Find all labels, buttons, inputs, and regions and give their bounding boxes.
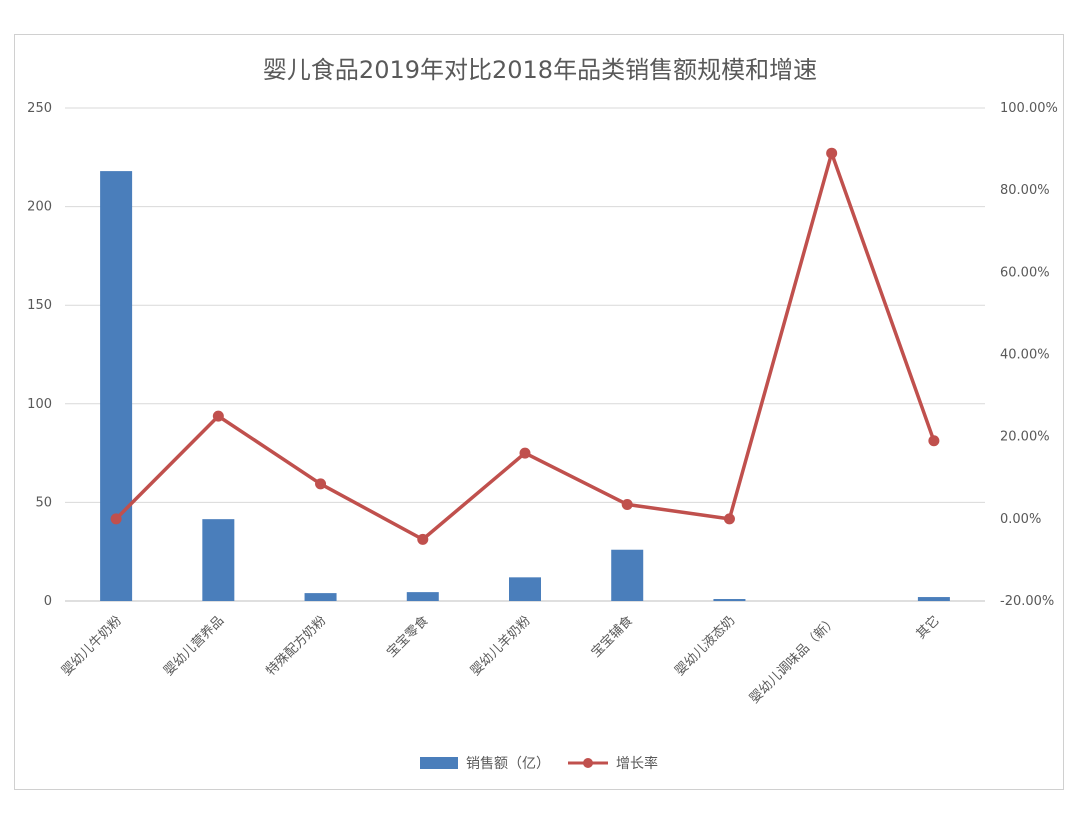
left-axis-ticks: 0 50 100 150 200 250 xyxy=(27,101,52,609)
right-axis-ticks: -20.00% 0.00% 20.00% 40.00% 60.00% 80.00% 100.… xyxy=(1000,101,1058,609)
legend-bar-label: 销售额（亿） xyxy=(466,756,550,772)
bar xyxy=(202,519,235,601)
right-tick-label: 20.00% xyxy=(1000,430,1050,445)
line-point xyxy=(723,513,735,525)
line-series xyxy=(110,147,940,545)
line-point xyxy=(826,147,838,159)
right-tick-label: 0.00% xyxy=(1000,512,1041,527)
left-tick-label: 100 xyxy=(27,397,52,412)
category-labels: 婴幼儿牛奶粉 婴幼儿营养品 特殊配方奶粉 宝宝零食 婴幼儿羊奶粉 宝宝辅食 婴幼儿液态奶 婴幼… xyxy=(59,613,943,707)
right-tick-label: 40.00% xyxy=(1000,348,1050,363)
category-label: 婴幼儿调味品（新） xyxy=(746,613,840,707)
right-tick-label: 100.00% xyxy=(1000,101,1058,116)
bar xyxy=(917,597,950,601)
bar xyxy=(304,593,337,601)
chart-title: 婴儿食品2019年对比2018年品类销售额规模和增速 xyxy=(262,56,818,84)
chart-frame xyxy=(14,34,1064,790)
left-tick-label: 0 xyxy=(44,594,52,609)
category-label: 其它 xyxy=(913,613,943,643)
category-label: 婴幼儿液态奶 xyxy=(673,613,739,679)
bar xyxy=(100,171,133,601)
right-tick-label: -20.00% xyxy=(1000,594,1054,609)
bar xyxy=(713,599,746,601)
category-label: 宝宝零食 xyxy=(384,613,432,661)
bar xyxy=(509,577,541,601)
legend-line-marker xyxy=(583,758,593,768)
left-tick-label: 150 xyxy=(27,298,52,313)
left-tick-label: 200 xyxy=(27,200,52,215)
line-point xyxy=(417,533,429,545)
growth-line xyxy=(114,151,936,542)
right-tick-label: 60.00% xyxy=(1000,265,1050,280)
line-point xyxy=(212,410,224,422)
category-label: 特殊配方奶粉 xyxy=(263,613,329,679)
left-tick-label: 250 xyxy=(27,101,52,116)
line-point xyxy=(315,478,327,490)
bar xyxy=(611,549,644,601)
category-label: 婴幼儿牛奶粉 xyxy=(59,613,125,679)
line-point xyxy=(621,498,633,510)
category-label: 婴幼儿羊奶粉 xyxy=(467,613,533,679)
line-point xyxy=(110,513,122,525)
left-tick-label: 50 xyxy=(35,495,52,510)
legend-bar-swatch xyxy=(420,757,458,769)
bar xyxy=(406,592,439,601)
line-point xyxy=(928,435,940,447)
category-label: 宝宝辅食 xyxy=(588,613,636,661)
line-point xyxy=(519,447,531,459)
legend-line-label: 增长率 xyxy=(616,755,658,772)
category-label: 婴幼儿营养品 xyxy=(161,613,227,679)
bar-series xyxy=(100,171,950,601)
right-tick-label: 80.00% xyxy=(1000,183,1050,198)
legend: 销售额（亿） 增长率 xyxy=(420,755,658,772)
